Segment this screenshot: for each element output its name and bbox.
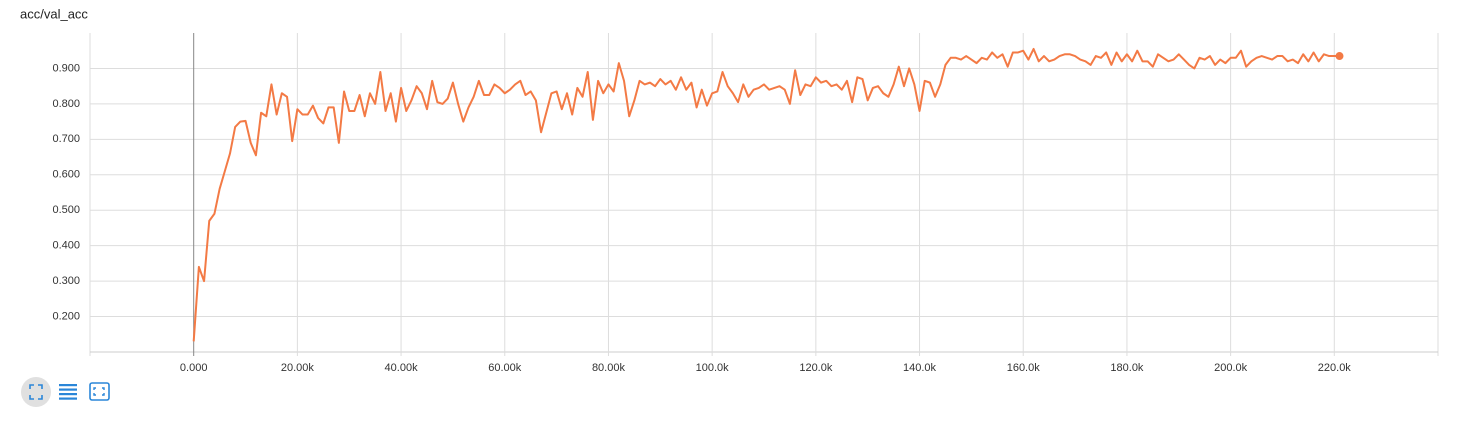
fit-domain-button[interactable] [89,382,110,401]
last-point [1335,52,1344,61]
y-tick-label: 0.800 [52,98,80,110]
grid: 0.200 0.300 0.400 0.500 0.600 0.700 0.800 0.900… [52,33,1439,374]
x-tick-label: 200.0k [1214,362,1248,374]
x-tick-label: 20.00k [281,362,315,374]
chart-title: acc/val_acc [20,6,88,21]
x-tick-label: 120.0k [799,362,833,374]
x-tick-label: 40.00k [385,362,419,374]
x-tick-label: 180.0k [1110,362,1144,374]
x-tick-label: 140.0k [903,362,937,374]
y-tick-label: 0.500 [52,204,80,216]
y-tick-label: 0.400 [52,240,80,252]
x-tick-label: 80.00k [592,362,626,374]
plot [192,47,1344,342]
y-tick-label: 0.200 [52,310,80,322]
x-tick-label: 100.0k [696,362,730,374]
x-tick-label: 60.00k [488,362,522,374]
data-selection-button[interactable] [59,384,77,400]
y-tick-label: 0.600 [52,169,80,181]
x-tick-label: 160.0k [1007,362,1041,374]
y-tick-label: 0.900 [52,62,80,74]
y-tick-label: 0.300 [52,275,80,287]
x-tick-label: 0.000 [180,362,208,374]
y-tick-label: 0.700 [52,133,80,145]
toolbar [21,377,110,407]
data-line [192,47,1340,342]
expand-button[interactable] [21,377,51,407]
x-tick-label: 220.0k [1318,362,1352,374]
